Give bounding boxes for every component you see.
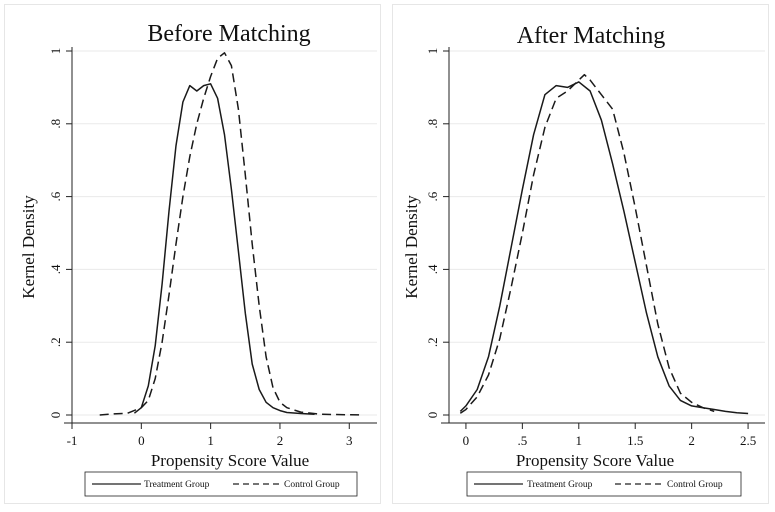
y-tick-label: .2 [48, 337, 63, 347]
chart-after-matching: After Matching 0 .2 .4 .6 .8 1 0 .5 1 1.5 2 2.5 Pro… [393, 5, 768, 503]
x-tick-label: 2 [688, 433, 695, 448]
legend-label-treatment: Treatment Group [144, 480, 210, 490]
chart-panel-after: After Matching 0 .2 .4 .6 .8 1 0 .5 1 1.5 2 2.5 Pro… [392, 4, 769, 504]
x-axis-title: Propensity Score Value [516, 451, 674, 470]
x-axis-title: Propensity Score Value [151, 451, 309, 470]
control-group-line [459, 73, 715, 414]
x-tick-label: 2 [277, 433, 284, 448]
treatment-group-line [133, 83, 315, 416]
x-tick-label: 2.5 [740, 433, 756, 448]
y-tick-label: .6 [48, 191, 63, 201]
x-tick-label: 0 [138, 433, 145, 448]
y-tick-label: 0 [425, 412, 440, 419]
x-tick-label: 1 [207, 433, 214, 448]
treatment-group-line [459, 81, 749, 415]
y-axis-title: Kernel Density [19, 195, 38, 299]
chart-title: Before Matching [147, 21, 310, 47]
chart-panel-before: Before Matching 0 .2 .4 .6 .8 1 -1 0 1 2 3 Propens… [4, 4, 381, 504]
y-tick-label: 0 [48, 412, 63, 419]
plot-background [393, 5, 768, 503]
chart-title: After Matching [517, 23, 666, 49]
legend: Treatment Group Control Group [84, 471, 358, 497]
y-tick-label: .6 [425, 191, 440, 201]
y-tick-label: .8 [48, 119, 63, 129]
x-tick-label: -1 [67, 433, 78, 448]
legend-label-treatment: Treatment Group [527, 480, 593, 490]
legend: Treatment Group Control Group [466, 471, 742, 497]
x-tick-label: 0 [463, 433, 470, 448]
x-tick-label: 1.5 [627, 433, 643, 448]
y-tick-label: .4 [48, 264, 63, 274]
x-tick-label: 3 [346, 433, 353, 448]
x-tick-label: 1 [576, 433, 583, 448]
plot-background [5, 5, 380, 503]
legend-label-control: Control Group [667, 480, 723, 490]
y-tick-label: .4 [425, 264, 440, 274]
y-tick-label: 1 [425, 48, 440, 55]
y-axis-title: Kernel Density [402, 195, 421, 299]
y-tick-label: 1 [48, 48, 63, 55]
y-tick-label: .8 [425, 119, 440, 129]
x-tick-label: .5 [517, 433, 527, 448]
legend-label-control: Control Group [284, 480, 340, 490]
control-group-line [99, 52, 364, 416]
y-tick-label: .2 [425, 337, 440, 347]
chart-before-matching: Before Matching 0 .2 .4 .6 .8 1 -1 0 1 2 3 Propens… [5, 5, 380, 503]
